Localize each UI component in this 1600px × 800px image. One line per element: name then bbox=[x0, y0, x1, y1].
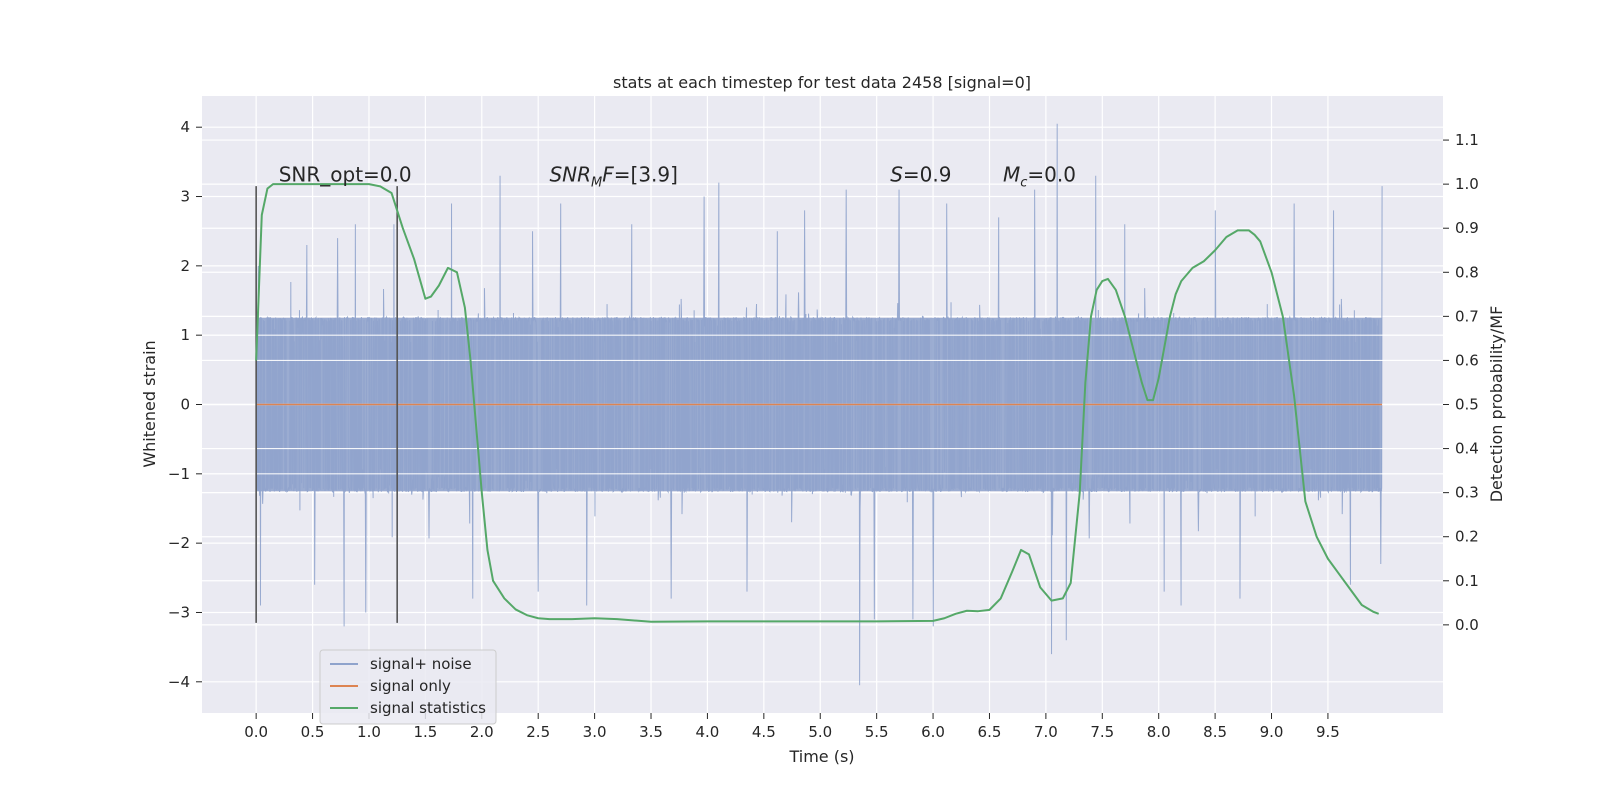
y-tick-label-0: −4 bbox=[168, 673, 190, 691]
x-tick-label-18: 9.0 bbox=[1260, 723, 1284, 741]
x-tick-label-13: 6.5 bbox=[978, 723, 1002, 741]
x-tick-label-19: 9.5 bbox=[1316, 723, 1340, 741]
y-tick-label-7: 3 bbox=[180, 188, 190, 206]
legend-label-signal: signal only bbox=[370, 677, 451, 695]
legend: signal+ noise signal only signal statist… bbox=[319, 649, 497, 725]
right-tick-label-7: 0.7 bbox=[1455, 307, 1479, 325]
right-tick-label-2: 0.2 bbox=[1455, 528, 1479, 546]
marker-lines bbox=[255, 186, 398, 623]
annotation-0: SNR_opt=0.0 bbox=[279, 162, 412, 186]
x-tick-label-8: 4.0 bbox=[695, 723, 719, 741]
right-axis-label: Detection probability/MF bbox=[1487, 306, 1506, 503]
y-tick-label-6: 2 bbox=[180, 257, 190, 275]
y-axis-label: Whitened strain bbox=[140, 340, 159, 467]
right-tick-label-6: 0.6 bbox=[1455, 351, 1479, 369]
x-tick-label-5: 2.5 bbox=[526, 723, 550, 741]
x-tick-label-12: 6.0 bbox=[921, 723, 945, 741]
x-tick-label-17: 8.5 bbox=[1203, 723, 1227, 741]
right-tick-label-0: 0.0 bbox=[1455, 616, 1479, 634]
x-axis-label: Time (s) bbox=[788, 747, 854, 766]
annotation-2: S=0.9 bbox=[890, 162, 951, 186]
y-axis-ticks: −4 −3 −2 −1 0 1 2 3 4 bbox=[168, 118, 202, 691]
right-tick-label-4: 0.4 bbox=[1455, 440, 1479, 458]
x-tick-label-2: 1.0 bbox=[357, 723, 381, 741]
y-tick-label-4: 0 bbox=[180, 396, 190, 414]
y-tick-label-1: −3 bbox=[168, 603, 190, 621]
y-tick-label-8: 4 bbox=[180, 118, 190, 136]
right-tick-label-1: 0.1 bbox=[1455, 572, 1479, 590]
legend-label-noise: signal+ noise bbox=[370, 655, 472, 673]
x-tick-label-9: 4.5 bbox=[752, 723, 776, 741]
legend-label-stats: signal statistics bbox=[370, 699, 486, 717]
x-tick-label-7: 3.5 bbox=[639, 723, 663, 741]
x-tick-label-16: 8.0 bbox=[1147, 723, 1171, 741]
right-tick-label-8: 0.8 bbox=[1455, 263, 1479, 281]
x-axis-ticks: 0.0 0.5 1.0 1.5 2.0 2.5 3.0 3.5 4.0 4.5 5.0 5.5 6.0 6… bbox=[244, 713, 1340, 741]
right-tick-label-10: 1.0 bbox=[1455, 175, 1479, 193]
x-tick-label-3: 1.5 bbox=[413, 723, 437, 741]
right-tick-label-11: 1.1 bbox=[1455, 131, 1479, 149]
legend-box bbox=[319, 649, 497, 725]
stats-series bbox=[255, 183, 1380, 623]
right-axis-ticks: 0.0 0.1 0.2 0.3 0.4 0.5 0.6 0.7 0.8 0.9 1.0 1.1 bbox=[1443, 131, 1479, 634]
x-tick-label-14: 7.0 bbox=[1034, 723, 1058, 741]
x-tick-label-10: 5.0 bbox=[808, 723, 832, 741]
y-tick-label-3: −1 bbox=[168, 465, 190, 483]
annotation-3: Mc=0.0 bbox=[1003, 162, 1076, 190]
x-tick-label-11: 5.5 bbox=[865, 723, 889, 741]
right-tick-label-5: 0.5 bbox=[1455, 396, 1479, 414]
chart-title: stats at each timestep for test data 245… bbox=[613, 73, 1031, 92]
x-tick-label-6: 3.0 bbox=[583, 723, 607, 741]
x-tick-label-15: 7.5 bbox=[1090, 723, 1114, 741]
y-tick-label-2: −2 bbox=[168, 534, 190, 552]
x-tick-label-0: 0.0 bbox=[244, 723, 268, 741]
stats-line bbox=[255, 183, 1380, 623]
annotation-1: SNRMF=[3.9] bbox=[549, 162, 677, 190]
x-tick-label-1: 0.5 bbox=[301, 723, 325, 741]
x-tick-label-4: 2.0 bbox=[470, 723, 494, 741]
right-tick-label-3: 0.3 bbox=[1455, 484, 1479, 502]
right-tick-label-9: 0.9 bbox=[1455, 219, 1479, 237]
y-tick-label-5: 1 bbox=[180, 326, 190, 344]
annotations: SNR_opt=0.0 SNRMF=[3.9] S=0.9 Mc=0.0 bbox=[279, 162, 1076, 190]
